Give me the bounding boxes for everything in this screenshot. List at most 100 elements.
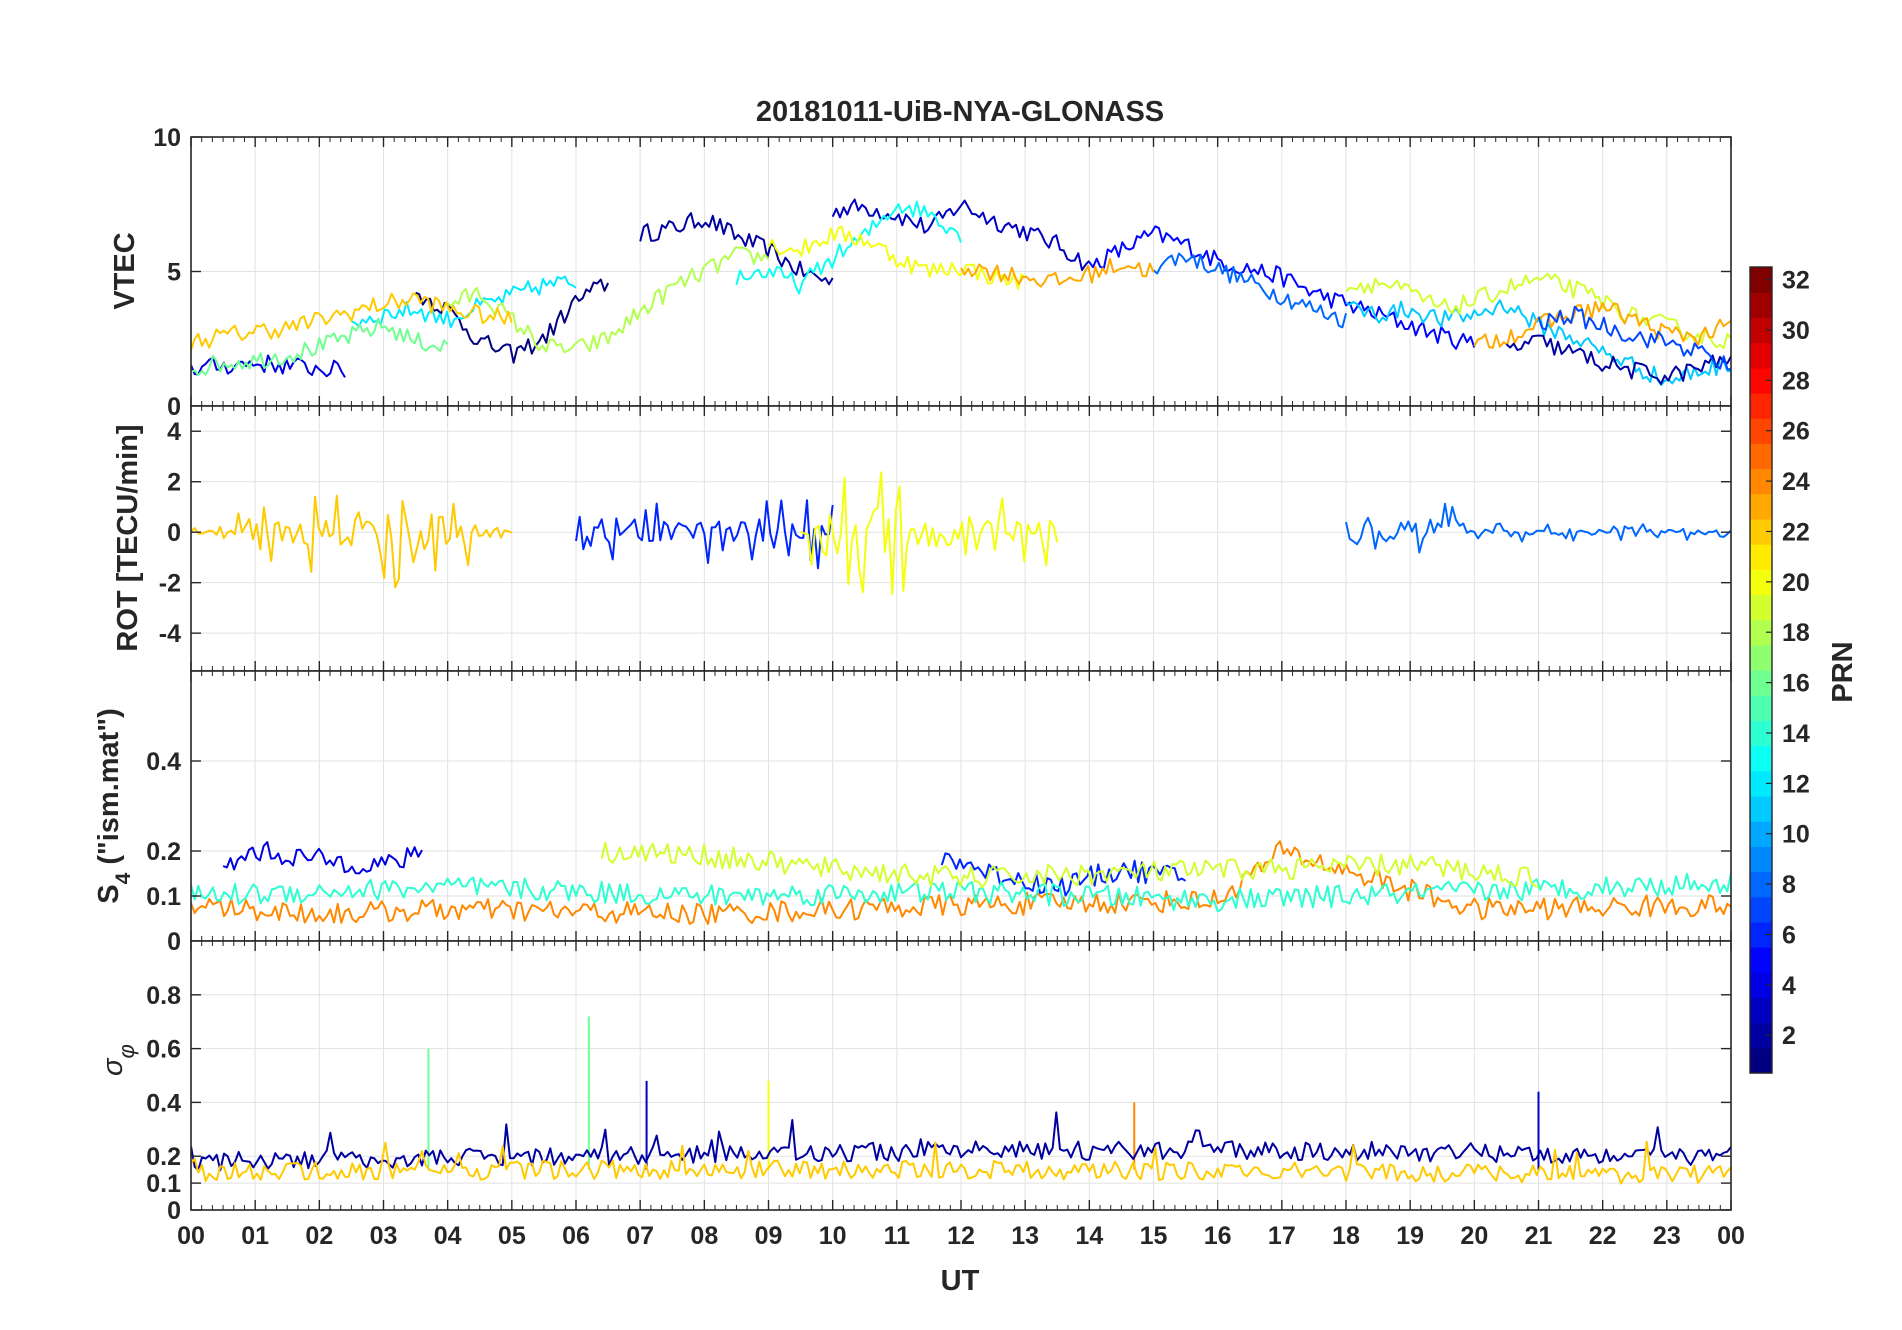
colorbar-level: [1750, 1022, 1772, 1049]
colorbar-gradient: [1749, 266, 1773, 1074]
panel-s4: 0 0.1 0.2 0.4 S4 ("ism.mat"): [93, 670, 1732, 956]
colorbar-tick-label: 30: [1782, 317, 1810, 345]
colorbar-level: [1750, 317, 1772, 344]
y-tick-label: 0.1: [146, 1170, 181, 1198]
series-line: [1505, 334, 1731, 385]
series-line: [191, 1111, 1731, 1172]
x-tick-label: 23: [1653, 1222, 1681, 1250]
y-tick-label: 0: [167, 1197, 181, 1225]
y-tick-label: 0.2: [146, 1143, 181, 1171]
panel-vtec: 0 5 10 VTEC: [109, 124, 1732, 421]
y-label-rot: ROT [TECU/min]: [112, 424, 144, 651]
y-tick-label: -4: [159, 620, 181, 648]
y-tick-label: 0: [167, 928, 181, 956]
colorbar-level: [1750, 267, 1772, 293]
y-tick-label: 0.4: [146, 1089, 181, 1117]
colorbar-level: [1750, 493, 1772, 520]
series-line: [1537, 305, 1731, 371]
colorbar-level: [1750, 644, 1772, 671]
series-line: [191, 292, 513, 351]
colorbar-frame: [1749, 266, 1773, 1074]
colorbar-tick-label: 14: [1782, 720, 1810, 748]
y-tick-label: 5: [167, 259, 181, 287]
series-group-sigma-phi: [191, 1016, 1731, 1185]
series-line: [222, 841, 423, 875]
series-line: [800, 471, 1059, 595]
plot-frame: [190, 940, 1732, 1211]
colorbar-level: [1750, 921, 1772, 948]
series-group-rot: [191, 471, 1731, 595]
y-label-s4: S4 ("ism.mat"): [93, 708, 135, 904]
series-line: [191, 840, 1731, 925]
colorbar-level: [1750, 392, 1772, 419]
panel-sigma-phi: 00.10.2 0.4 0.6 0.8 σφ: [97, 940, 1732, 1225]
colorbar-level: [1750, 518, 1772, 545]
series-line: [960, 257, 1155, 288]
colorbar-label: PRN: [1827, 641, 1859, 702]
y-tick-label: 2: [167, 469, 181, 497]
y-label-vtec: VTEC: [109, 232, 141, 309]
x-tick-label: 03: [370, 1222, 398, 1250]
colorbar-tick-label: 10: [1782, 821, 1810, 849]
colorbar-level: [1750, 292, 1772, 318]
series-line: [191, 1140, 1731, 1185]
y-tick-label: 0.4: [146, 748, 181, 776]
colorbar-tick-label: 22: [1782, 518, 1810, 546]
colorbar-tick-label: 20: [1782, 569, 1810, 597]
colorbar-level: [1750, 871, 1772, 898]
colorbar-level: [1750, 1047, 1772, 1074]
series-line: [1345, 502, 1731, 554]
x-tick-label: 00: [1717, 1222, 1745, 1250]
x-tick-label: 00: [177, 1222, 205, 1250]
series-line: [767, 225, 1026, 290]
y-tick-label: 0.1: [146, 883, 181, 911]
colorbar-level: [1750, 367, 1772, 394]
colorbar-level: [1750, 846, 1772, 873]
y-tick-label: 0.6: [146, 1036, 181, 1064]
colorbar-level: [1750, 997, 1772, 1024]
x-axis-label: UT: [941, 1265, 980, 1297]
series-line: [600, 841, 1539, 889]
chart-title: 20181011-UiB-NYA-GLONASS: [756, 96, 1164, 128]
y-tick-label: 0.2: [146, 838, 181, 866]
x-tick-label: 10: [819, 1222, 847, 1250]
x-tick-label: 18: [1332, 1222, 1360, 1250]
colorbar-level: [1750, 972, 1772, 999]
series-line: [1152, 252, 1347, 329]
y-ticks-rot: -4 -2 0 2 4: [159, 405, 1732, 672]
y-tick-label: 0: [167, 393, 181, 421]
series-line: [575, 499, 834, 570]
series-line: [1345, 272, 1731, 350]
series-line: [831, 198, 1091, 271]
colorbar-tick-label: 2: [1782, 1022, 1796, 1050]
colorbar-level: [1750, 896, 1772, 923]
colorbar-level: [1750, 594, 1772, 621]
x-tick-label: 08: [690, 1222, 718, 1250]
y-ticks-sigma-phi: 00.10.2 0.4 0.6 0.8: [146, 940, 1732, 1225]
x-tick-label: 05: [498, 1222, 526, 1250]
x-tick-label: 21: [1525, 1222, 1553, 1250]
series-group-vtec: [191, 198, 1731, 386]
x-tick-label: 22: [1589, 1222, 1617, 1250]
grid-vtec: [190, 137, 1732, 406]
x-tick-label: 02: [305, 1222, 333, 1250]
x-axis-ticks: 00 01 02 03 04 05 06 07 08 09 10 11 12 13 14 15 16 17 18 19…: [177, 1222, 1745, 1250]
series-line: [1088, 225, 1476, 350]
x-tick-label: 12: [947, 1222, 975, 1250]
colorbar-level: [1750, 619, 1772, 646]
series-line: [735, 200, 962, 295]
colorbar-level: [1750, 821, 1772, 847]
x-tick-label: 01: [241, 1222, 269, 1250]
series-line: [191, 494, 513, 589]
y-tick-label: 4: [167, 418, 181, 446]
x-tick-label: 14: [1075, 1222, 1103, 1250]
series-group-s4: [191, 840, 1731, 925]
colorbar-tick-label: 8: [1782, 871, 1796, 899]
y-label-sigma-phi: σφ: [97, 1044, 139, 1076]
colorbar-level: [1750, 569, 1772, 596]
colorbar-tick-label: 26: [1782, 418, 1810, 446]
x-tick-label: 17: [1268, 1222, 1296, 1250]
